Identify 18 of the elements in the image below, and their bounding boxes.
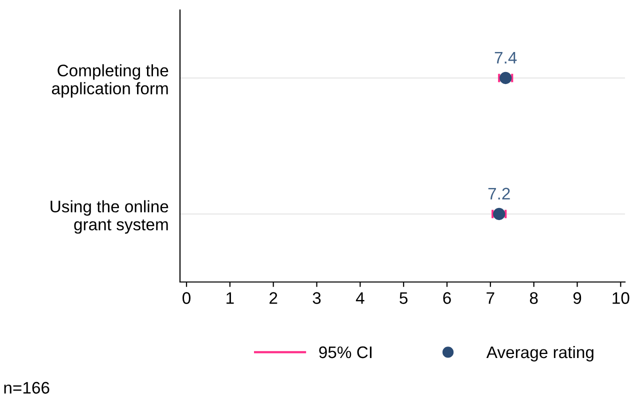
x-tick-label: 10: [612, 292, 630, 304]
x-tick-label: 2: [270, 292, 278, 304]
x-tick-label: 3: [312, 292, 321, 304]
x-tick-label: 0: [182, 292, 190, 304]
x-tick-label: 1: [226, 292, 234, 304]
y-tick-label: Using the online grant system: [50, 200, 168, 234]
x-tick-label: 9: [573, 292, 582, 304]
data-label: 7.2: [488, 188, 510, 200]
data-label: 7.4: [494, 52, 517, 64]
x-tick-label: 4: [356, 292, 364, 304]
x-tick-label: 6: [443, 292, 451, 304]
text: n=166: [4, 382, 50, 394]
x-tick-label: 8: [530, 292, 538, 304]
x-tick-label: 5: [400, 292, 408, 304]
text: 95% CI: [319, 346, 372, 358]
x-tick-label: 7: [486, 292, 494, 304]
legend-label: Average rating: [486, 346, 594, 362]
y-tick-label: Completing the application form: [52, 64, 168, 98]
